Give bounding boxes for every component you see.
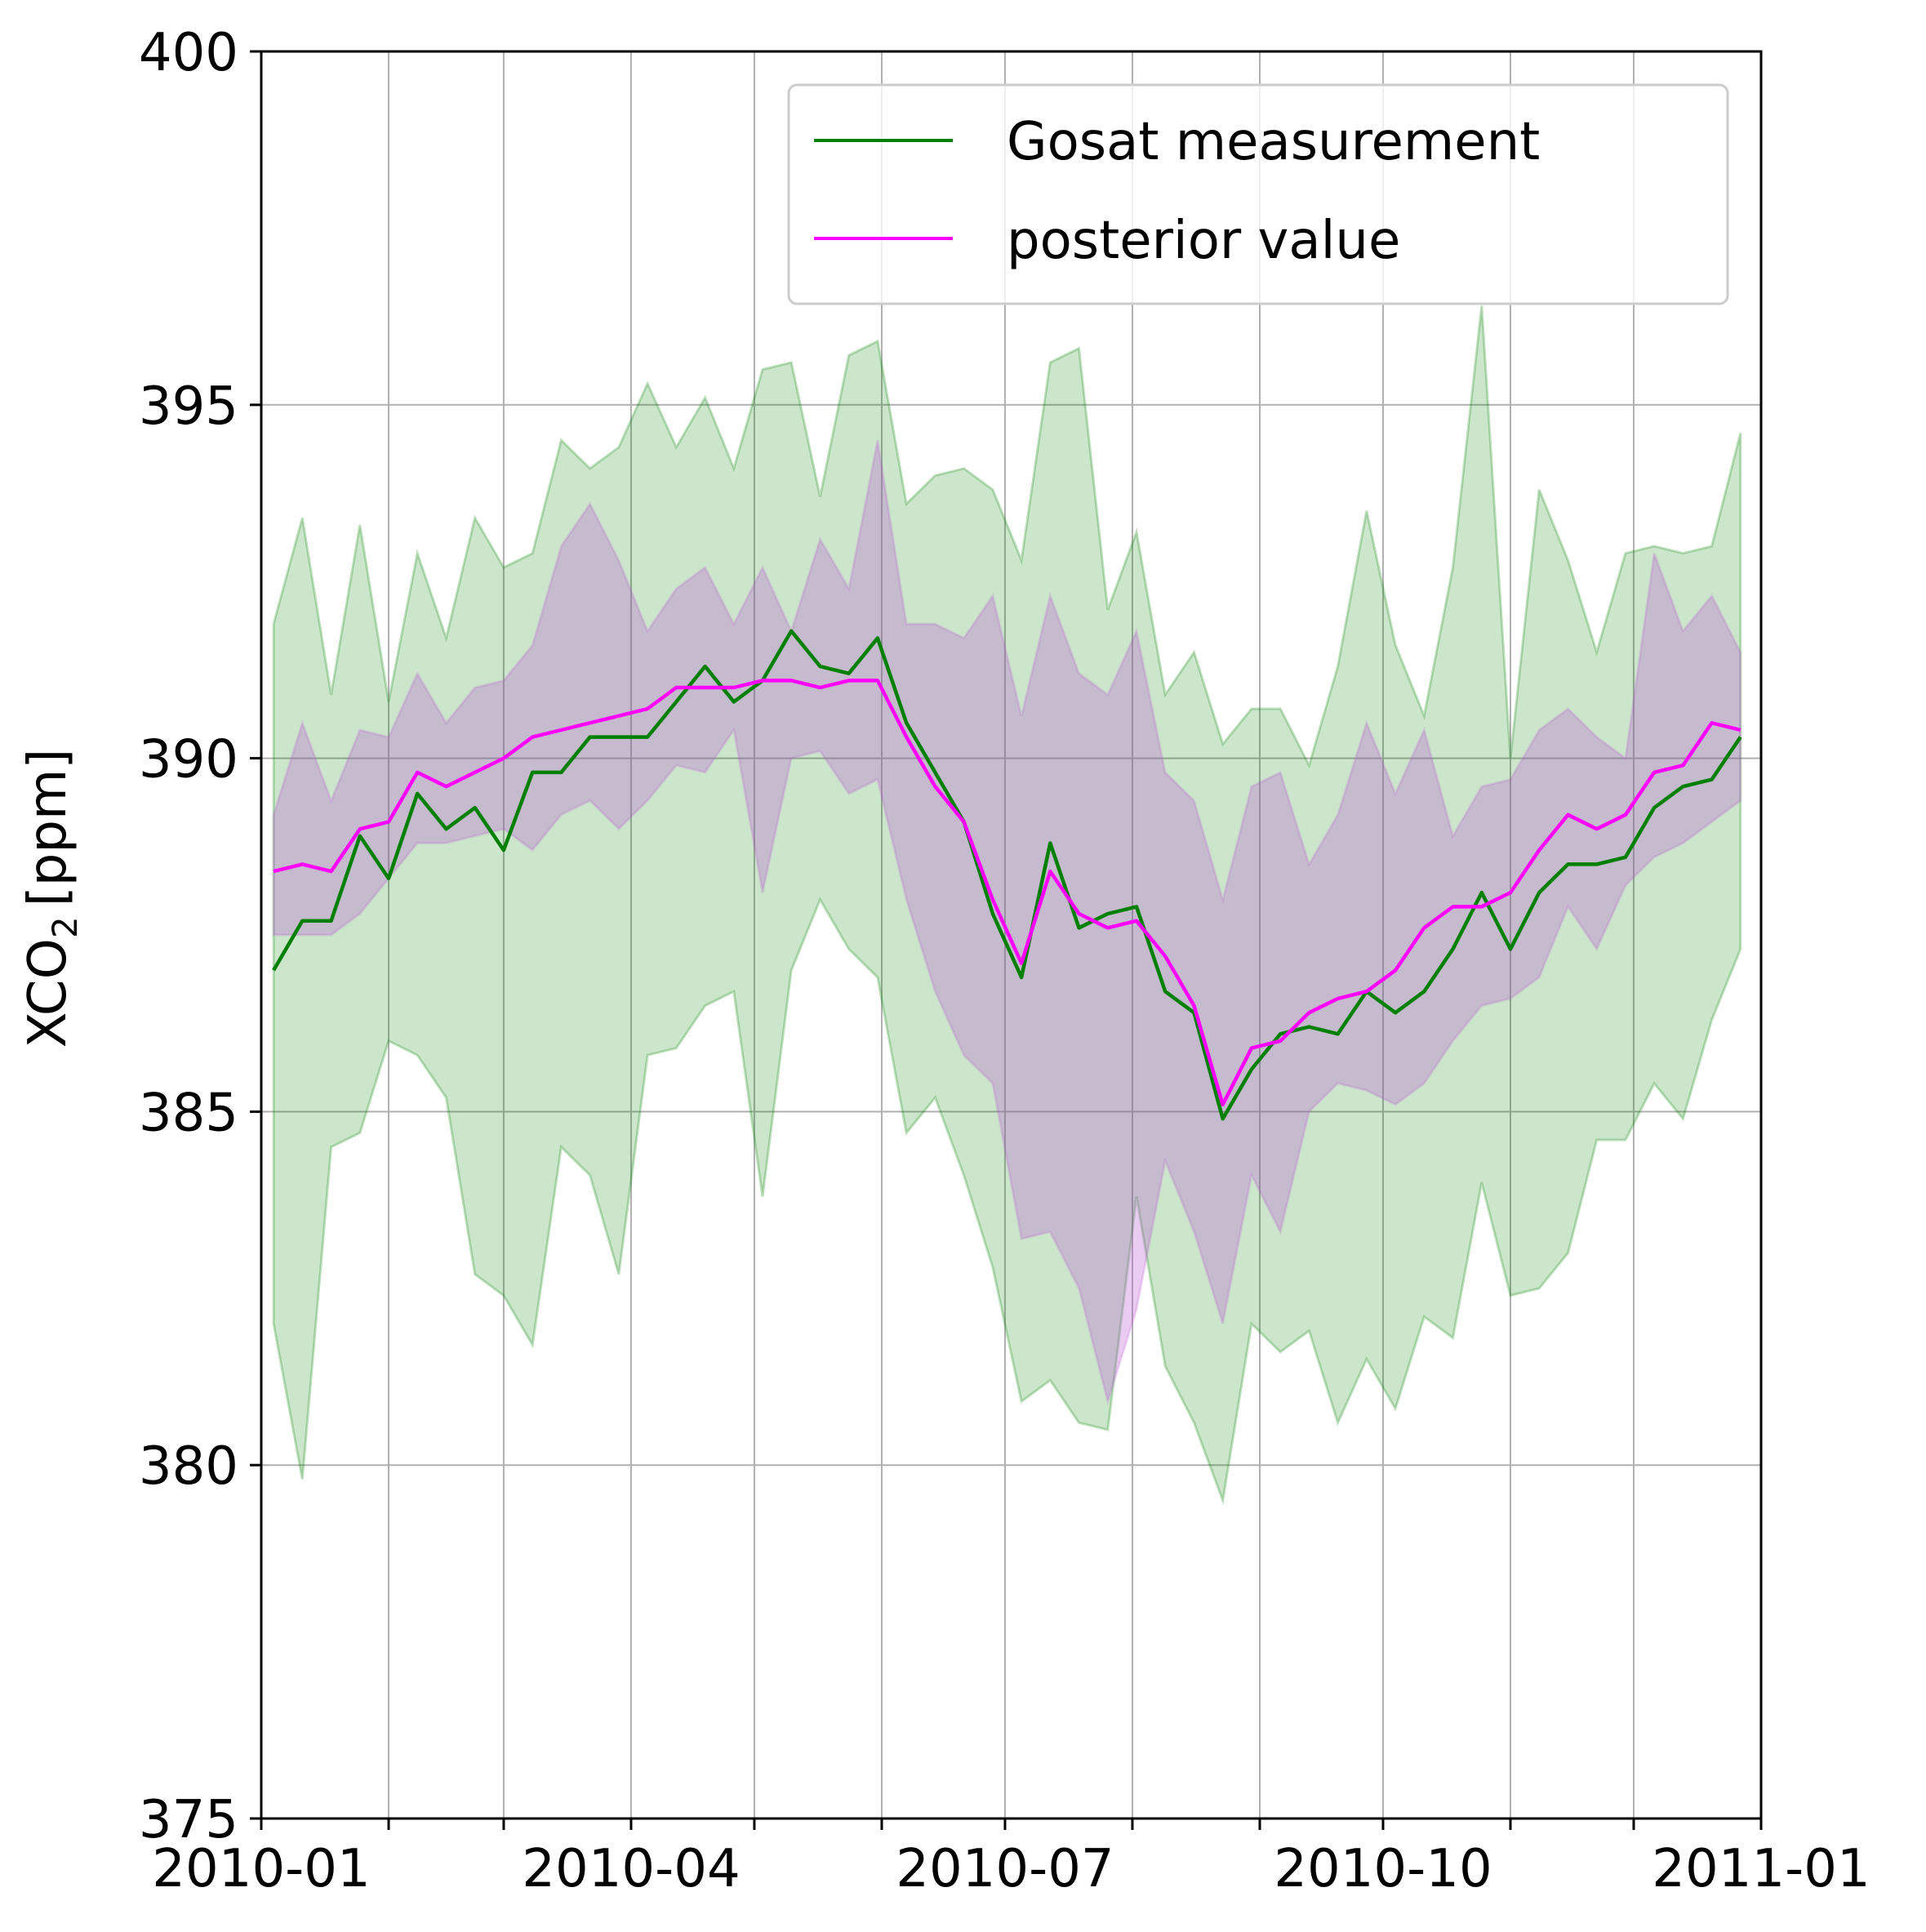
legend-label-posterior-value: posterior value: [1007, 211, 1400, 271]
y-axis-label-subscript: 2: [45, 916, 85, 938]
y-tick-label: 385: [139, 1083, 238, 1143]
uncertainty-band-gosat-measurement: [272, 305, 1742, 1506]
y-tick-label: 395: [139, 376, 238, 437]
plot-frame: [260, 50, 1763, 1820]
y-axis-label: XCO2 [ppm]: [18, 749, 85, 1048]
legend: Gosat measurement posterior value: [787, 83, 1729, 305]
x-tick-label: 2010-07: [896, 1839, 1114, 1899]
x-tick-label: 2011-01: [1652, 1839, 1870, 1899]
legend-label-gosat-measurement: Gosat measurement: [1007, 112, 1540, 172]
y-tick-label: 390: [139, 730, 238, 790]
uncertainty-bands: [272, 305, 1742, 1506]
y-tick-label: 375: [139, 1790, 238, 1850]
y-axis-label-unit: [ppm]: [18, 749, 78, 907]
x-tick-label: 2010-10: [1274, 1839, 1492, 1899]
series-line-gosat-measurement: [272, 629, 1742, 1121]
x-tick-label: 2010-04: [522, 1839, 740, 1899]
y-tick-label: 380: [139, 1436, 238, 1497]
x-axis-ticks: 2010-01 2010-04 2010-07 2010-10 2011-01: [152, 1818, 1870, 1899]
uncertainty-band-posterior-value: [272, 439, 1742, 1406]
legend-box: [787, 83, 1729, 305]
y-tick-label: 400: [139, 23, 238, 83]
x-tick-label: 2010-01: [152, 1839, 370, 1899]
y-axis-label-main: XCO: [18, 938, 78, 1048]
series-lines: [272, 629, 1742, 1121]
series-line-posterior-value: [273, 679, 1741, 1106]
y-axis-ticks: 375 380 385 390 395 400: [139, 23, 261, 1850]
